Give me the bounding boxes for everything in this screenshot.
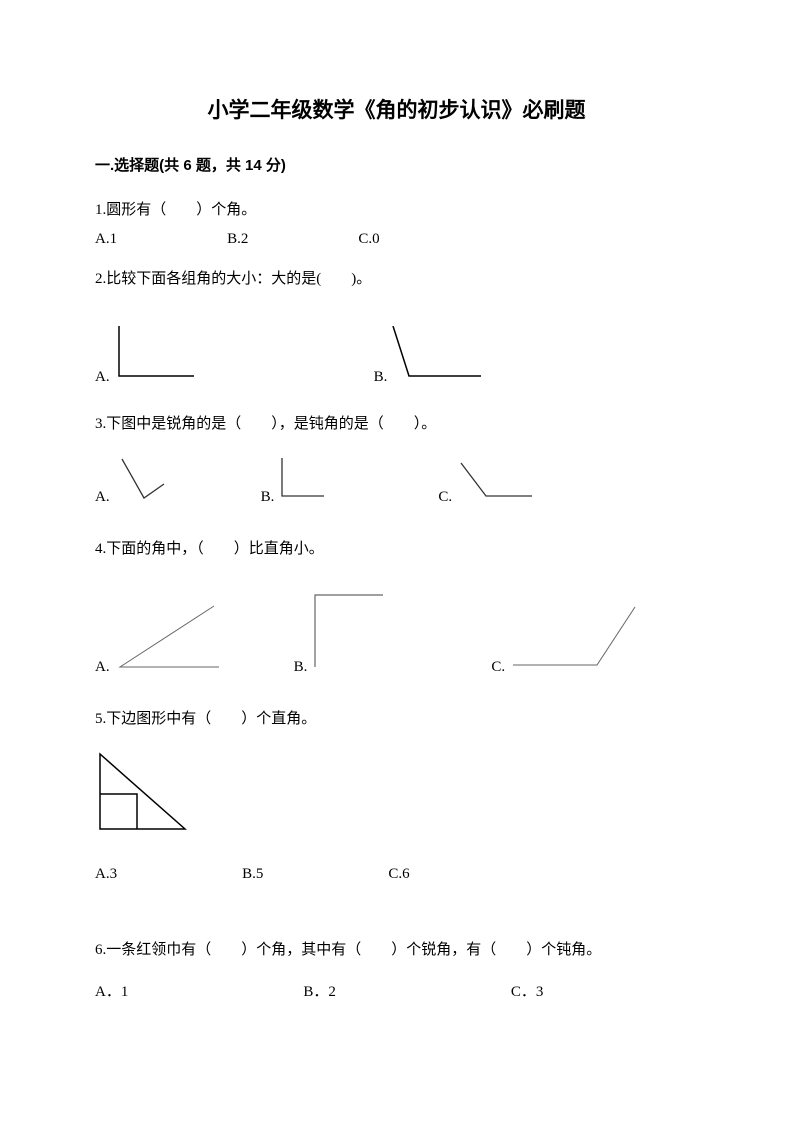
q5-figure-icon (95, 749, 698, 842)
q5-options: A.3 B.5 C.6 (95, 863, 698, 886)
q4-angle-b-icon (311, 591, 386, 679)
question-1: 1.圆形有（ ）个角。 A.1 B.2 C.0 (95, 199, 698, 250)
q2-opt-b-label: B. (374, 366, 388, 389)
q3-angle-b-icon (278, 456, 328, 509)
q1-opt-b: B.2 (227, 228, 248, 251)
q4-angle-a-icon (114, 601, 224, 679)
q1-opt-a: A.1 (95, 228, 117, 251)
q4-options: A. B. C. (95, 591, 698, 679)
q2-angle-b-icon (391, 326, 486, 389)
q2-options: A. B. (95, 326, 698, 389)
q3-angle-c-icon (456, 461, 536, 509)
q6-text: 6.一条红领巾有（ ）个角，其中有（ ）个锐角，有（ ）个钝角。 (95, 939, 698, 962)
q6-opt-c: C．3 (511, 981, 544, 1004)
q2-angle-a-icon (114, 326, 199, 389)
q2-text: 2.比较下面各组角的大小：大的是( )。 (95, 268, 698, 291)
question-4: 4.下面的角中，（ ）比直角小。 A. B. C. (95, 538, 698, 678)
q5-opt-b: B.5 (242, 863, 263, 886)
q3-opt-c-label: C. (438, 486, 452, 509)
q4-opt-b-label: B. (294, 656, 308, 679)
q6-opt-b: B．2 (303, 981, 336, 1004)
q3-opt-b-label: B. (261, 486, 275, 509)
section-header: 一.选择题(共 6 题，共 14 分) (95, 155, 698, 178)
q6-options: A．1 B．2 C．3 (95, 981, 698, 1004)
q4-opt-c-label: C. (491, 656, 505, 679)
q5-opt-a: A.3 (95, 863, 117, 886)
question-3: 3.下图中是锐角的是（ ），是钝角的是（ ）。 A. B. C. (95, 413, 698, 508)
q2-opt-a-label: A. (95, 366, 110, 389)
q4-opt-a-label: A. (95, 656, 110, 679)
question-2: 2.比较下面各组角的大小：大的是( )。 A. B. (95, 268, 698, 388)
q1-text: 1.圆形有（ ）个角。 (95, 199, 698, 222)
q3-opt-a-label: A. (95, 486, 110, 509)
q4-angle-c-icon (509, 601, 639, 679)
question-6: 6.一条红领巾有（ ）个角，其中有（ ）个锐角，有（ ）个钝角。 A．1 B．2… (95, 939, 698, 1004)
q6-opt-a: A．1 (95, 981, 128, 1004)
q3-text: 3.下图中是锐角的是（ ），是钝角的是（ ）。 (95, 413, 698, 436)
q3-angle-a-icon (114, 456, 169, 509)
page-title: 小学二年级数学《角的初步认识》必刷题 (95, 95, 698, 127)
q3-options: A. B. C. (95, 456, 698, 509)
q5-text: 5.下边图形中有（ ）个直角。 (95, 708, 698, 731)
q1-opt-c: C.0 (358, 228, 379, 251)
q4-text: 4.下面的角中，（ ）比直角小。 (95, 538, 698, 561)
q1-options: A.1 B.2 C.0 (95, 228, 698, 251)
question-5: 5.下边图形中有（ ）个直角。 A.3 B.5 C.6 (95, 708, 698, 886)
q5-opt-c: C.6 (388, 863, 409, 886)
